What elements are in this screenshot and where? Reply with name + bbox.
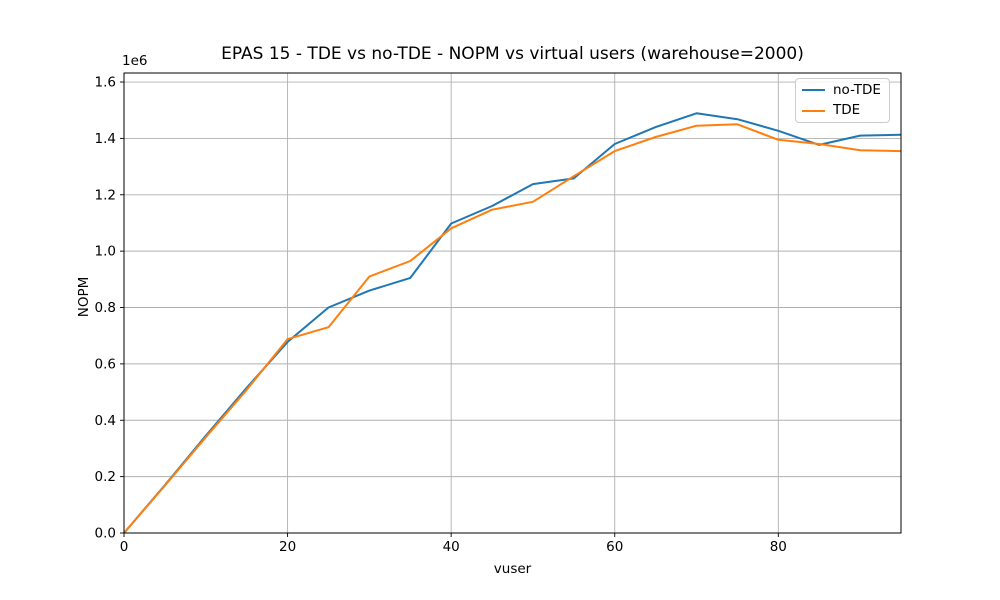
- legend-line-sample-tde-icon: [802, 109, 825, 112]
- y-axis-label: NOPM: [76, 276, 92, 318]
- chart-title: EPAS 15 - TDE vs no-TDE - NOPM vs virtua…: [221, 44, 804, 64]
- legend-item-tde: TDE: [802, 102, 889, 120]
- y-tick-label: 0.4: [95, 413, 116, 429]
- x-axis-label: vuser: [493, 561, 532, 577]
- x-tick-label: 60: [606, 539, 623, 555]
- legend-label-no-tde: no-TDE: [833, 81, 881, 98]
- series-line-no-tde: [123, 112, 902, 534]
- y-tick-label: 1.0: [95, 244, 116, 260]
- x-tick-label: 0: [120, 539, 129, 555]
- y-tick-label: 1.6: [95, 75, 116, 91]
- legend-item-no-tde: no-TDE: [802, 81, 889, 99]
- series-line-tde: [123, 123, 902, 534]
- legend-label-tde: TDE: [833, 101, 861, 118]
- x-tick-label: 80: [770, 539, 787, 555]
- y-tick-label: 0.6: [95, 356, 116, 372]
- plot-border: [123, 72, 902, 534]
- x-tick-label: 40: [443, 539, 460, 555]
- legend-line-sample-no-tde-icon: [802, 89, 825, 92]
- y-tick-label: 0.8: [95, 300, 116, 316]
- x-tick-label: 20: [279, 539, 296, 555]
- y-tick-label: 1.4: [95, 131, 116, 147]
- y-axis-offset-label: 1e6: [122, 53, 148, 69]
- legend: no-TDE TDE: [795, 78, 890, 123]
- y-tick-label: 1.2: [95, 187, 116, 203]
- y-tick-label: 0.0: [95, 526, 116, 542]
- y-tick-label: 0.2: [95, 469, 116, 485]
